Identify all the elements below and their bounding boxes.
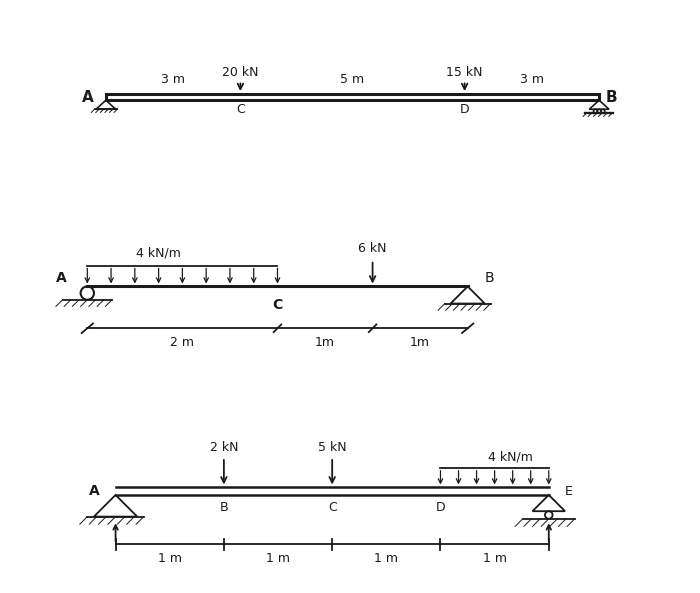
Text: 3 m: 3 m (161, 73, 185, 86)
Text: 2 m: 2 m (170, 336, 195, 349)
Text: 1m: 1m (410, 336, 430, 349)
Bar (106, 94, 599, 100)
Text: D: D (460, 103, 470, 116)
Text: 1 m: 1 m (158, 552, 182, 565)
Text: 3 m: 3 m (520, 73, 544, 86)
Text: 5 m: 5 m (340, 73, 365, 86)
Text: A: A (82, 90, 93, 104)
Text: 4 kN/m: 4 kN/m (136, 247, 181, 260)
Text: 20 kN: 20 kN (222, 66, 259, 79)
Text: 4 kN/m: 4 kN/m (489, 451, 533, 464)
Text: C: C (236, 103, 245, 116)
Text: A: A (89, 484, 99, 498)
Text: C: C (328, 502, 337, 515)
Text: A: A (55, 270, 66, 285)
Text: 1 m: 1 m (374, 552, 398, 565)
Text: B: B (485, 270, 494, 285)
Text: 15 kN: 15 kN (447, 66, 483, 79)
Text: D: D (435, 502, 445, 515)
Text: 1 m: 1 m (482, 552, 507, 565)
Text: 1m: 1m (315, 336, 335, 349)
Text: 5 kN: 5 kN (318, 441, 346, 454)
Text: 2 kN: 2 kN (209, 441, 238, 454)
Text: C: C (272, 298, 283, 312)
Text: E: E (565, 484, 573, 498)
Text: B: B (220, 502, 228, 515)
Text: 1 m: 1 m (266, 552, 290, 565)
Text: B: B (606, 90, 617, 104)
Text: 6 kN: 6 kN (358, 242, 387, 255)
